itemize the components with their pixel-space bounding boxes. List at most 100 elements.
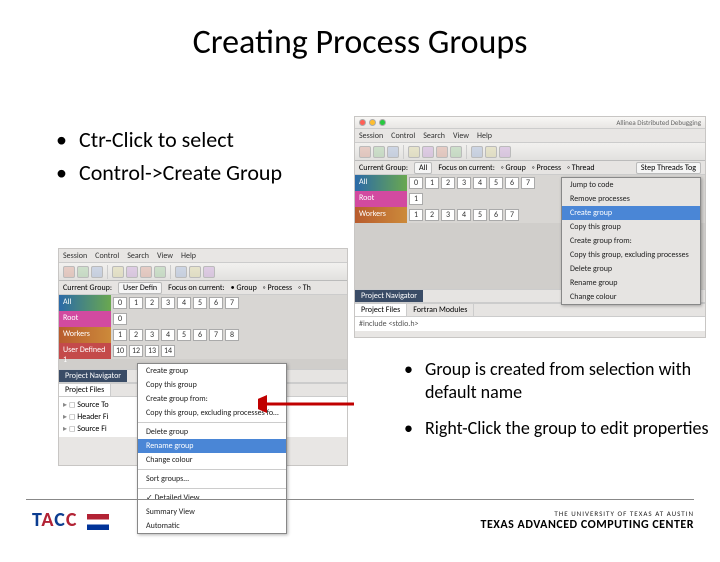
close-icon[interactable] [359, 119, 366, 126]
radio-thread[interactable]: ◦ Th [298, 283, 311, 293]
process-group-row[interactable]: All01234567 [59, 295, 347, 311]
radio-thread[interactable]: ◦ Thread [567, 163, 594, 173]
toolbar-button[interactable] [126, 266, 138, 278]
radio-group[interactable]: ◦ Group [501, 163, 526, 173]
process-box[interactable]: 3 [457, 177, 471, 189]
process-box[interactable]: 13 [145, 345, 159, 357]
process-box[interactable]: 1 [409, 193, 423, 205]
process-box[interactable]: 5 [177, 329, 191, 341]
process-box[interactable]: 5 [489, 177, 503, 189]
context-menu-item[interactable]: Sort groups… [138, 472, 286, 486]
process-box[interactable]: 1 [425, 177, 439, 189]
context-menu-item[interactable]: Copy this group, excluding processes [562, 248, 700, 262]
process-box[interactable]: 6 [505, 177, 519, 189]
toolbar-button[interactable] [112, 266, 124, 278]
toolbar-button[interactable] [485, 146, 497, 158]
toolbar-button[interactable] [63, 266, 75, 278]
group-label[interactable]: Root [355, 191, 407, 207]
tab-fortran-modules[interactable]: Fortran Modules [407, 304, 474, 316]
context-menu-item[interactable]: Jump to code [562, 178, 700, 192]
process-box[interactable]: 8 [225, 329, 239, 341]
process-box[interactable]: 1 [113, 329, 127, 341]
toolbar-button[interactable] [387, 146, 399, 158]
group-label[interactable]: Root [59, 311, 111, 327]
context-menu-item[interactable]: Create group from: [562, 234, 700, 248]
process-box[interactable]: 0 [113, 313, 127, 325]
process-box[interactable]: 6 [489, 209, 503, 221]
menu-search[interactable]: Search [423, 131, 445, 141]
process-box[interactable]: 4 [473, 177, 487, 189]
process-box[interactable]: 1 [129, 297, 143, 309]
toolbar-button[interactable] [189, 266, 201, 278]
context-menu-item[interactable]: Delete group [562, 262, 700, 276]
process-box[interactable]: 5 [193, 297, 207, 309]
process-box[interactable]: 10 [113, 345, 127, 357]
process-box[interactable]: 6 [209, 297, 223, 309]
menu-session[interactable]: Session [359, 131, 383, 141]
toolbar-button[interactable] [154, 266, 166, 278]
process-group-row[interactable]: User Defined 110121314 [59, 343, 347, 359]
toolbar-button[interactable] [91, 266, 103, 278]
step-threads-button[interactable]: Step Threads Tog [636, 162, 701, 174]
menu-help[interactable]: Help [477, 131, 492, 141]
context-menu-item[interactable]: Copy this group [138, 378, 286, 392]
context-menu-item[interactable]: Rename group [562, 276, 700, 290]
group-label[interactable]: Workers [59, 327, 111, 343]
radio-process[interactable]: ◦ Process [263, 283, 292, 293]
menu-help[interactable]: Help [181, 251, 196, 261]
context-menu-item[interactable]: Create group [562, 206, 700, 220]
toolbar-button[interactable] [140, 266, 152, 278]
current-group-dropdown[interactable]: User Defin [118, 282, 162, 294]
menu-session[interactable]: Session [63, 251, 87, 261]
context-menu-item[interactable]: Create group [138, 364, 286, 378]
process-group-row[interactable]: Workers12345678 [59, 327, 347, 343]
menu-control[interactable]: Control [391, 131, 415, 141]
context-menu-item[interactable]: Rename group [138, 439, 286, 453]
process-box[interactable]: 7 [505, 209, 519, 221]
group-label[interactable]: Workers [355, 207, 407, 223]
minimize-icon[interactable] [369, 119, 376, 126]
process-box[interactable]: 3 [441, 209, 455, 221]
process-box[interactable]: 2 [425, 209, 439, 221]
process-box[interactable]: 7 [209, 329, 223, 341]
process-box[interactable]: 2 [441, 177, 455, 189]
process-box[interactable]: 4 [161, 329, 175, 341]
process-box[interactable]: 3 [145, 329, 159, 341]
toolbar-button[interactable] [471, 146, 483, 158]
process-box[interactable]: 6 [193, 329, 207, 341]
radio-group[interactable]: • Group [231, 283, 257, 293]
current-group-dropdown[interactable]: All [414, 162, 432, 174]
context-menu-item[interactable]: Copy this group [562, 220, 700, 234]
toolbar-button[interactable] [499, 146, 511, 158]
group-label[interactable]: All [59, 295, 111, 311]
radio-process[interactable]: ◦ Process [532, 163, 561, 173]
toolbar-button[interactable] [175, 266, 187, 278]
process-box[interactable]: 14 [161, 345, 175, 357]
process-box[interactable]: 0 [409, 177, 423, 189]
toolbar-button[interactable] [436, 146, 448, 158]
process-box[interactable]: 0 [113, 297, 127, 309]
toolbar-button[interactable] [359, 146, 371, 158]
context-menu-item[interactable]: Change colour [562, 290, 700, 304]
toolbar-button[interactable] [422, 146, 434, 158]
process-box[interactable]: 4 [457, 209, 471, 221]
context-menu-item[interactable]: Remove processes [562, 192, 700, 206]
menu-view[interactable]: View [453, 131, 469, 141]
menu-control[interactable]: Control [95, 251, 119, 261]
process-box[interactable]: 1 [409, 209, 423, 221]
context-menu-item[interactable]: Delete group [138, 425, 286, 439]
process-box[interactable]: 3 [161, 297, 175, 309]
process-box[interactable]: 5 [473, 209, 487, 221]
process-box[interactable]: 7 [225, 297, 239, 309]
toolbar-button[interactable] [450, 146, 462, 158]
toolbar-button[interactable] [373, 146, 385, 158]
context-menu-item[interactable]: Change colour [138, 453, 286, 467]
process-box[interactable]: 12 [129, 345, 143, 357]
process-box[interactable]: 2 [129, 329, 143, 341]
process-group-row[interactable]: Root0 [59, 311, 347, 327]
toolbar-button[interactable] [203, 266, 215, 278]
process-box[interactable]: 2 [145, 297, 159, 309]
process-box[interactable]: 7 [521, 177, 535, 189]
tab-project-files[interactable]: Project Files [355, 304, 407, 316]
maximize-icon[interactable] [379, 119, 386, 126]
